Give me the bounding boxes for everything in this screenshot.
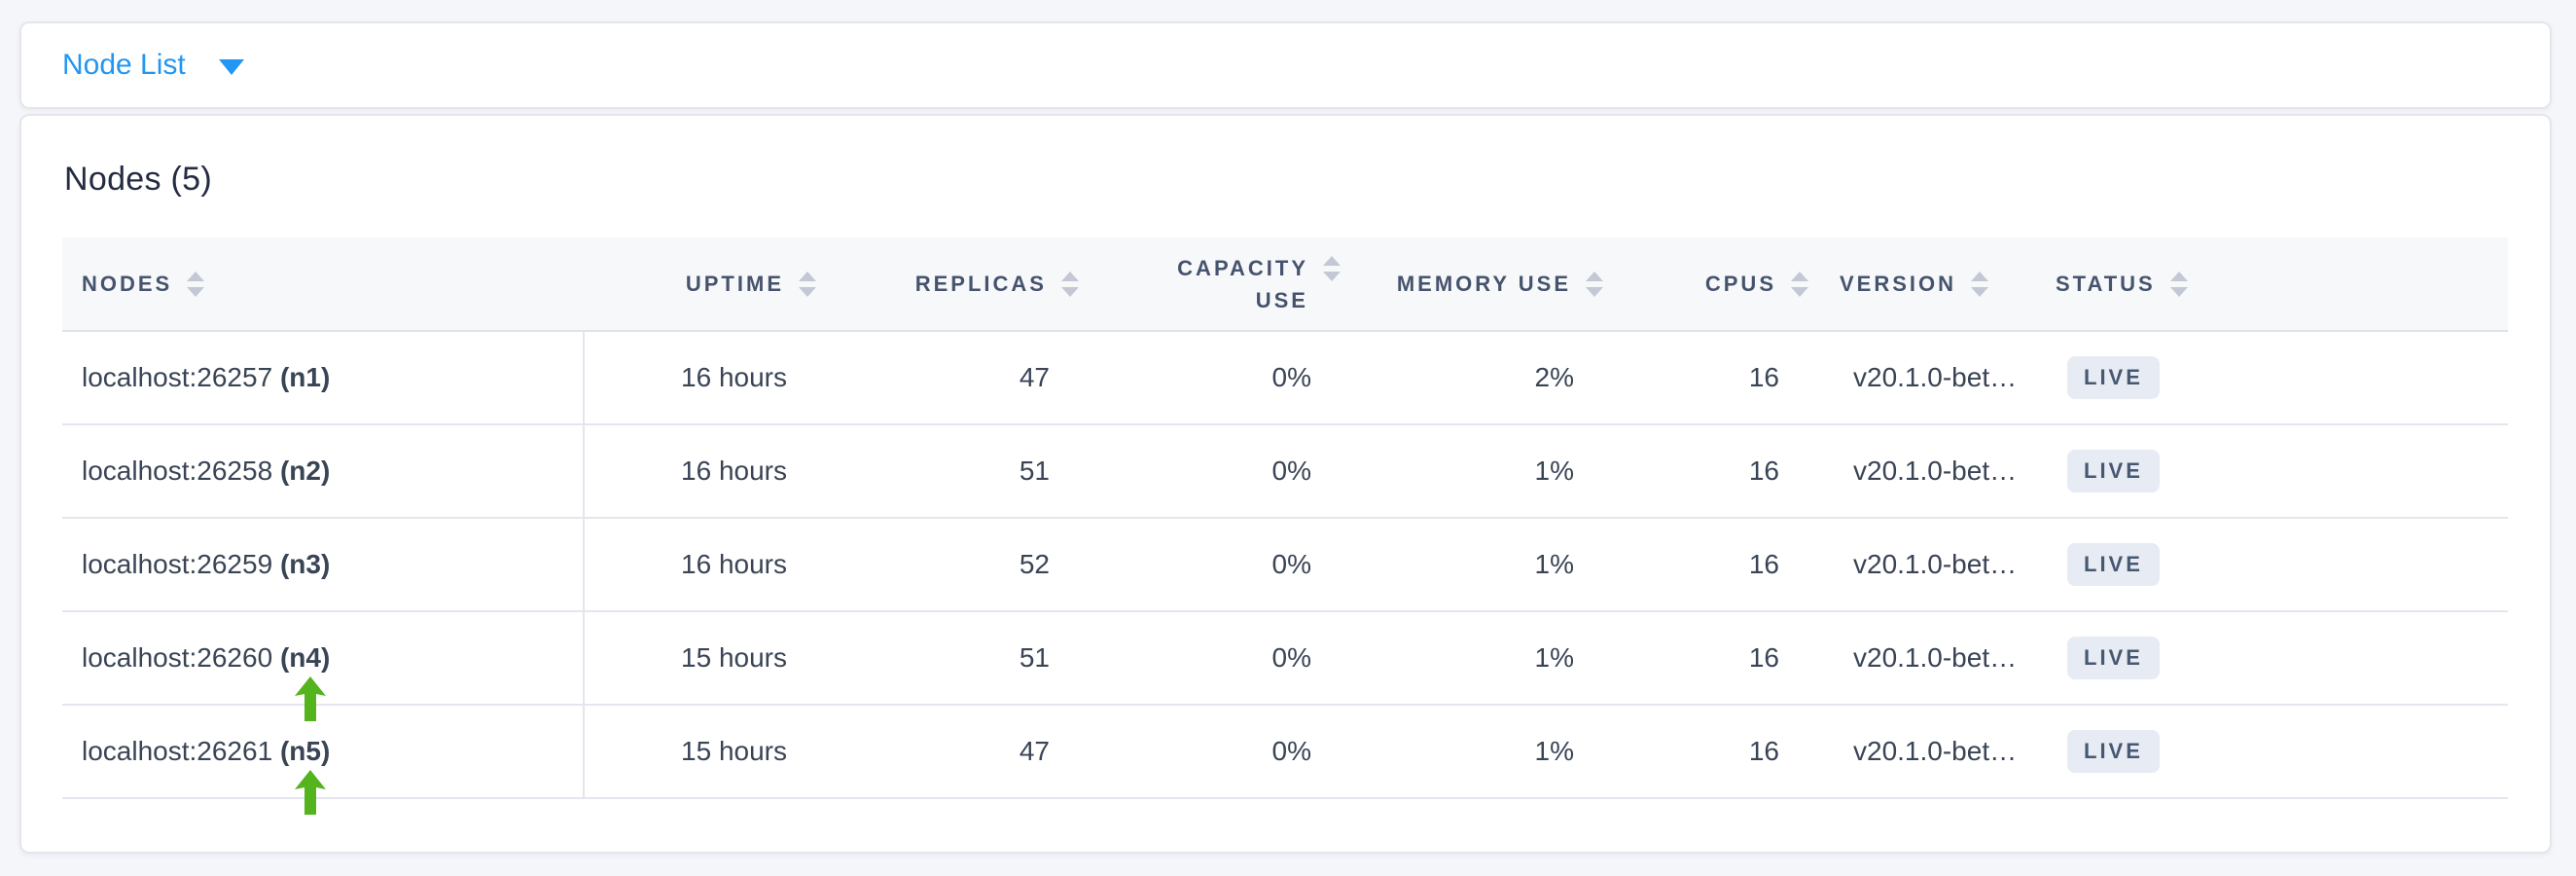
table-row: localhost:26261 (n5) 15 hours 47 0% 1% 1… xyxy=(62,705,2508,815)
view-selector-dropdown[interactable]: Node List xyxy=(62,49,244,82)
sort-icon xyxy=(187,271,205,297)
status-cell: LIVE xyxy=(2040,705,2508,799)
green-up-arrow-icon xyxy=(295,676,326,721)
column-header-replicas[interactable]: REPLICAS xyxy=(832,237,1094,332)
node-id: (n5) xyxy=(279,736,331,766)
uptime-cell: 16 hours xyxy=(584,518,832,612)
status-badge: LIVE xyxy=(2067,730,2160,773)
memory-use-cell: 2% xyxy=(1356,331,1619,425)
replicas-cell: 52 xyxy=(832,518,1094,612)
table-row: localhost:26257 (n1) 16 hours 47 0% 2% 1… xyxy=(62,331,2508,425)
status-badge: LIVE xyxy=(2067,637,2160,679)
replicas-cell: 51 xyxy=(832,424,1094,519)
sort-icon xyxy=(1791,271,1808,297)
replicas-cell: 47 xyxy=(832,331,1094,425)
status-cell: LIVE xyxy=(2040,518,2508,612)
nodes-panel: Nodes (5) NODES UPTIME xyxy=(19,114,2552,854)
cpus-cell: 16 xyxy=(1619,518,1824,612)
node-cell: localhost:26257 (n1) xyxy=(62,331,585,425)
node-address: localhost:26259 xyxy=(82,549,280,579)
capacity-use-cell: 0% xyxy=(1094,611,1356,706)
version-cell: v20.1.0-bet… xyxy=(1824,705,2040,799)
view-selector-bar: Node List xyxy=(19,21,2552,109)
cpus-cell: 16 xyxy=(1619,611,1824,706)
table-row: localhost:26258 (n2) 16 hours 51 0% 1% 1… xyxy=(62,424,2508,519)
node-id: (n2) xyxy=(279,456,331,486)
table-header: NODES UPTIME REPLICAS xyxy=(62,237,2508,332)
capacity-use-cell: 0% xyxy=(1094,331,1356,425)
node-cell: localhost:26258 (n2) xyxy=(62,424,585,519)
status-cell: LIVE xyxy=(2040,424,2508,519)
version-cell: v20.1.0-bet… xyxy=(1824,424,2040,519)
uptime-cell: 15 hours xyxy=(584,705,832,799)
uptime-cell: 15 hours xyxy=(584,611,832,706)
node-cell: localhost:26259 (n3) xyxy=(62,518,585,612)
page-title: Nodes (5) xyxy=(64,161,212,198)
table-row: localhost:26259 (n3) 16 hours 52 0% 1% 1… xyxy=(62,518,2508,612)
memory-use-cell: 1% xyxy=(1356,424,1619,519)
memory-use-cell: 1% xyxy=(1356,518,1619,612)
node-cell: localhost:26261 (n5) xyxy=(62,705,585,815)
uptime-cell: 16 hours xyxy=(584,424,832,519)
column-header-nodes[interactable]: NODES xyxy=(62,237,584,332)
status-badge: LIVE xyxy=(2067,543,2160,586)
column-header-version[interactable]: VERSION xyxy=(1824,237,2040,332)
column-header-capacity-use[interactable]: CAPACITY USE xyxy=(1094,237,1356,332)
capacity-use-cell: 0% xyxy=(1094,705,1356,799)
version-cell: v20.1.0-bet… xyxy=(1824,611,2040,706)
status-cell: LIVE xyxy=(2040,331,2508,425)
sort-icon xyxy=(1323,256,1341,281)
memory-use-cell: 1% xyxy=(1356,611,1619,706)
node-address: localhost:26257 xyxy=(82,362,280,392)
version-cell: v20.1.0-bet… xyxy=(1824,518,2040,612)
status-badge: LIVE xyxy=(2067,356,2160,399)
node-address: localhost:26261 xyxy=(82,736,280,766)
sort-icon xyxy=(799,271,816,297)
node-id: (n4) xyxy=(279,642,331,673)
column-header-memory-use[interactable]: MEMORY USE xyxy=(1356,237,1619,332)
node-address: localhost:26260 xyxy=(82,642,280,673)
sort-icon xyxy=(2169,271,2188,297)
caret-down-icon xyxy=(218,58,244,75)
cpus-cell: 16 xyxy=(1619,705,1824,799)
capacity-use-cell: 0% xyxy=(1094,424,1356,519)
node-address: localhost:26258 xyxy=(82,456,280,486)
version-cell: v20.1.0-bet… xyxy=(1824,331,2040,425)
node-cell: localhost:26260 (n4) xyxy=(62,611,585,721)
capacity-use-cell: 0% xyxy=(1094,518,1356,612)
column-header-cpus[interactable]: CPUS xyxy=(1619,237,1824,332)
page: Node List Nodes (5) NODES xyxy=(19,21,2552,854)
sort-icon xyxy=(1586,271,1603,297)
column-header-status[interactable]: STATUS xyxy=(2040,237,2508,332)
cpus-cell: 16 xyxy=(1619,331,1824,425)
node-id: (n1) xyxy=(279,362,331,392)
sort-icon xyxy=(1971,271,1989,297)
node-id: (n3) xyxy=(279,549,331,579)
sort-icon xyxy=(1061,271,1079,297)
memory-use-cell: 1% xyxy=(1356,705,1619,799)
replicas-cell: 47 xyxy=(832,705,1094,799)
table-body: localhost:26257 (n1) 16 hours 47 0% 2% 1… xyxy=(62,331,2508,815)
table-row: localhost:26260 (n4) 15 hours 51 0% 1% 1… xyxy=(62,611,2508,721)
status-cell: LIVE xyxy=(2040,611,2508,706)
cpus-cell: 16 xyxy=(1619,424,1824,519)
status-badge: LIVE xyxy=(2067,450,2160,493)
node-list-table: NODES UPTIME REPLICAS xyxy=(62,237,2508,815)
column-header-uptime[interactable]: UPTIME xyxy=(584,237,832,332)
view-selector-label: Node List xyxy=(62,49,186,81)
uptime-cell: 16 hours xyxy=(584,331,832,425)
green-up-arrow-icon xyxy=(295,770,326,815)
replicas-cell: 51 xyxy=(832,611,1094,706)
